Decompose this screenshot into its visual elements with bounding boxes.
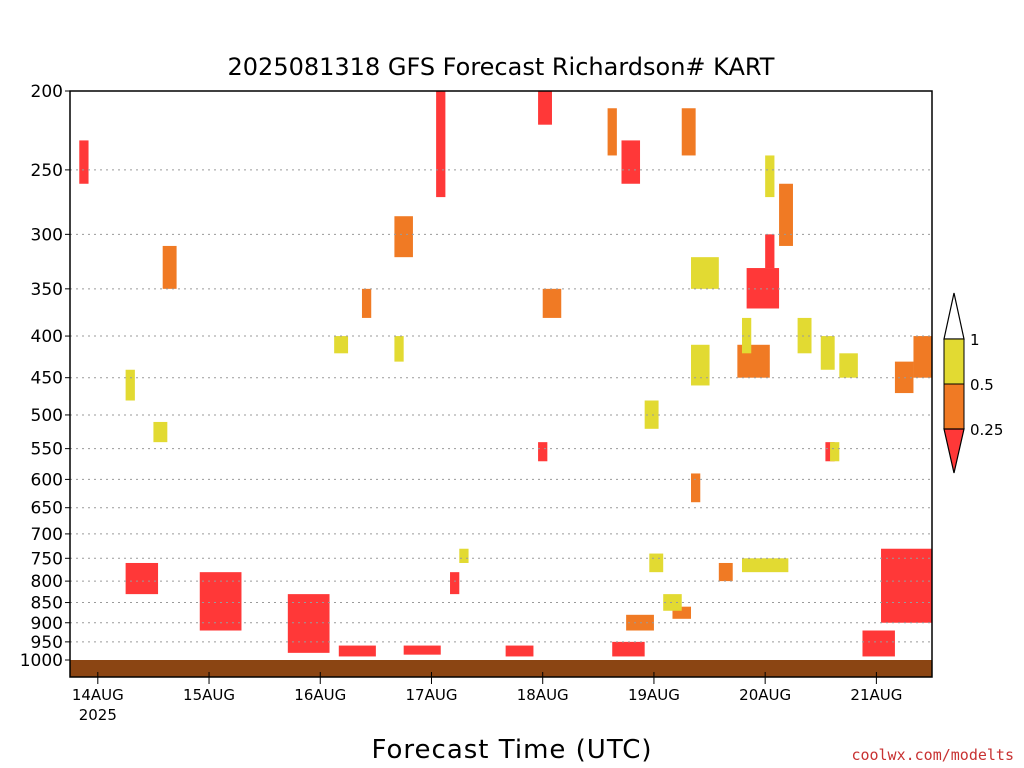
heatmap-cell-0_5_to_1-0: [691, 257, 719, 289]
y-tick-label-300: 300: [31, 225, 63, 245]
plot-frame: [69, 90, 933, 678]
heatmap-cell-0_5_to_1-13: [334, 336, 349, 354]
heatmap-cell-lt_0_25-9: [746, 268, 780, 309]
heatmap-cell-0_5_to_1-9: [663, 594, 682, 611]
y-tick-label-950: 950: [31, 633, 63, 653]
y-tick-label-800: 800: [31, 572, 63, 592]
y-tick-label-450: 450: [31, 369, 63, 389]
heatmap-cell-0_5_to_1-1: [691, 344, 710, 386]
heatmap-cell-0_25_to_0_5-10: [162, 245, 177, 289]
y-tick-label-650: 650: [31, 499, 63, 519]
heatmap-cell-0_25_to_0_5-1: [607, 108, 617, 156]
x-tick-label-20AUG: 20AUG: [739, 686, 791, 704]
x-axis-label: Forecast Time (UTC): [371, 735, 652, 765]
x-tick-label-16AUG: 16AUG: [294, 686, 346, 704]
heatmap-cell-0_5_to_1-11: [153, 421, 168, 443]
heatmap-cell-0_5_to_1-8: [644, 400, 659, 429]
heatmap-cell-lt_0_25-17: [79, 140, 89, 184]
y-tick-label-850: 850: [31, 594, 63, 614]
heatmap-cell-lt_0_25-10: [765, 234, 775, 269]
heatmap-cell-0_25_to_0_5-2: [681, 108, 696, 156]
y-tick-label-200: 200: [31, 82, 63, 102]
heatmap-cell-lt_0_25-13: [436, 91, 446, 198]
x-axis: 14AUG 2025 15AUG 16AUG 17AUG 18AUG 19AUG 20AUG 2…: [72, 672, 902, 724]
heatmap-cell-0_5_to_1-15: [649, 553, 664, 573]
y-tick-label-350: 350: [31, 280, 63, 300]
x-tick-label-18AUG: 18AUG: [517, 686, 569, 704]
credit-link[interactable]: coolwx.com/modelts: [851, 746, 1014, 764]
ground-strip: [70, 660, 932, 677]
heatmap-cell-lt_0_25-6: [505, 645, 534, 657]
heatmap-cell-0_5_to_1-6: [839, 353, 858, 378]
heatmap-cell-0_5_to_1-12: [394, 336, 404, 362]
heatmap-cell-0_5_to_1-4: [797, 317, 812, 354]
heatmap-cell-0_25_to_0_5-0: [394, 216, 413, 258]
y-tick-label-600: 600: [31, 470, 63, 490]
heatmap-cell-lt_0_25-4: [403, 645, 441, 655]
y-tick-label-250: 250: [31, 161, 63, 181]
grid: [70, 169, 932, 643]
x-tick-label-14AUG: 14AUG: [72, 686, 124, 704]
heatmap-cell-0_5_to_1-16: [459, 548, 469, 563]
heatmap-cell-lt_0_25-14: [538, 91, 552, 125]
colorbar-label-0.5: 0.5: [970, 376, 994, 394]
colorbar-legend: 1 0.5 0.25: [943, 292, 1003, 474]
colorbar-bottom-arrow: [943, 428, 965, 474]
y-tick-label-750: 750: [31, 549, 63, 569]
heatmap-cell-lt_0_25-15: [621, 140, 641, 184]
heatmap-cell-lt_0_25-12: [862, 630, 895, 657]
heatmap-cell-0_5_to_1-2: [765, 155, 775, 198]
heatmap-cell-lt_0_25-8: [612, 641, 645, 657]
x-tick-label-15AUG: 15AUG: [183, 686, 235, 704]
heatmap-cell-lt_0_25-1: [199, 572, 242, 631]
y-axis: 200 250 300 350 400 450 500 550 600 650 700 750 8008…: [20, 82, 70, 671]
y-tick-label-500: 500: [31, 406, 63, 426]
colorbar-orange-band: [943, 383, 965, 430]
x-tick-label-21AUG: 21AUG: [850, 686, 902, 704]
colorbar-label-0.25: 0.25: [970, 421, 1003, 439]
heatmap-cell-0_25_to_0_5-8: [718, 562, 733, 582]
chart-title: 2025081318 GFS Forecast Richardson# KART: [228, 53, 775, 81]
heatmap-cell-0_25_to_0_5-7: [691, 473, 701, 503]
y-tick-label-550: 550: [31, 440, 63, 460]
x-tick-sublabel-14AUG: 2025: [79, 706, 117, 724]
heatmap-cell-0_5_to_1-7: [830, 442, 840, 462]
heatmap-cell-0_25_to_0_5-11: [542, 288, 562, 318]
heatmap-cell-lt_0_25-11: [881, 548, 932, 623]
heatmap-cell-0_5_to_1-14: [741, 558, 789, 573]
heatmap-cell-0_25_to_0_5-12: [361, 288, 372, 318]
heatmap-cell-0_25_to_0_5-5: [913, 336, 932, 378]
colorbar-yellow-band: [943, 338, 965, 385]
x-tick-label-17AUG: 17AUG: [406, 686, 458, 704]
x-tick-label-19AUG: 19AUG: [628, 686, 680, 704]
heatmap-cell-lt_0_25-0: [125, 562, 159, 595]
heatmap-cell-lt_0_25-7: [538, 442, 548, 462]
heatmap-cell-0_25_to_0_5-4: [779, 183, 793, 246]
heatmap-cell-lt_0_25-3: [338, 645, 376, 657]
y-tick-label-1000: 1000: [20, 651, 63, 671]
y-tick-label-400: 400: [31, 327, 63, 347]
plot-area: [70, 91, 932, 677]
heatmap-cell-0_5_to_1-3: [741, 317, 752, 354]
colorbar-label-1: 1: [970, 331, 980, 349]
y-tick-label-700: 700: [31, 525, 63, 545]
colorbar-top-arrow: [943, 292, 965, 340]
heatmap-cell-0_5_to_1-5: [820, 336, 835, 370]
heatmap-cell-0_5_to_1-10: [125, 369, 135, 401]
y-tick-label-900: 900: [31, 614, 63, 634]
heatmap-cell-lt_0_25-2: [287, 594, 330, 653]
heatmap-cell-lt_0_25-5: [450, 572, 460, 595]
